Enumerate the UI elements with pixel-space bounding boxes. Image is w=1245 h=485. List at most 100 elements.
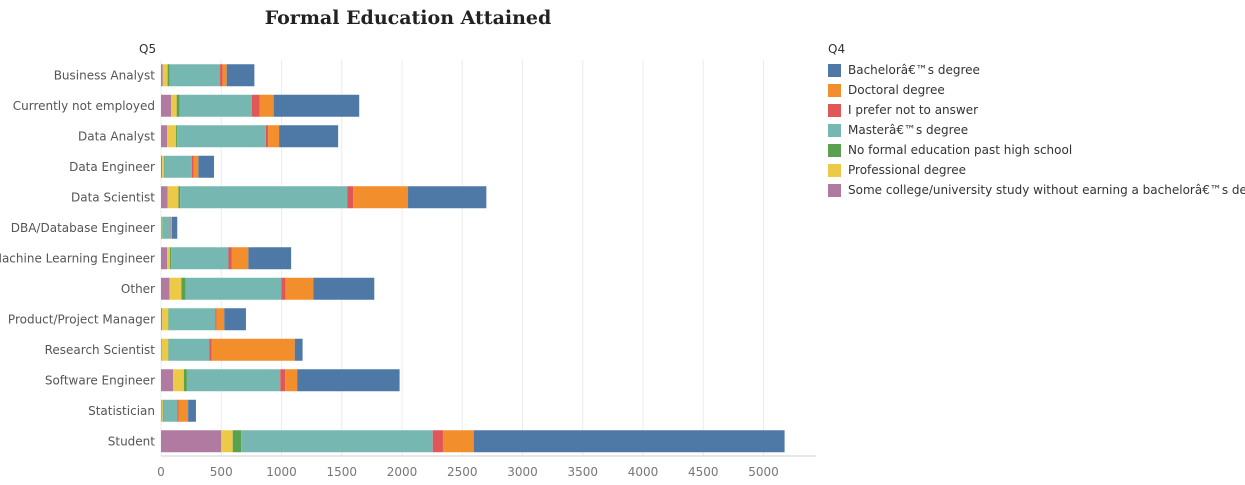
bar-segment[interactable]: [285, 277, 314, 300]
bar-segment[interactable]: [251, 94, 260, 117]
bar-segment[interactable]: [163, 399, 178, 422]
bar-segment[interactable]: [168, 308, 216, 331]
bar-segment[interactable]: [169, 64, 221, 87]
bar-segment[interactable]: [180, 186, 348, 209]
bar-segment[interactable]: [161, 399, 163, 422]
bar-segment[interactable]: [432, 430, 443, 453]
bar-segment[interactable]: [162, 155, 165, 178]
bar-segment[interactable]: [176, 94, 180, 117]
bar-segment[interactable]: [259, 94, 274, 117]
legend-item[interactable]: Masterâ€™s degree: [828, 120, 1245, 140]
bar-segment[interactable]: [280, 369, 286, 392]
bar-segment[interactable]: [162, 216, 163, 239]
bar-segment[interactable]: [171, 216, 172, 239]
bar-segment[interactable]: [241, 430, 433, 453]
bar-segment[interactable]: [181, 277, 186, 300]
bar-segment[interactable]: [161, 186, 168, 209]
bar-segment[interactable]: [173, 369, 184, 392]
bar-segment[interactable]: [162, 64, 168, 87]
bar-segment[interactable]: [167, 64, 170, 87]
legend-item[interactable]: Bachelorâ€™s degree: [828, 60, 1245, 80]
bar-segment[interactable]: [169, 277, 182, 300]
bar-segment[interactable]: [279, 125, 339, 148]
bar-segment[interactable]: [168, 308, 169, 331]
bar-segment[interactable]: [161, 277, 170, 300]
bar-segment[interactable]: [211, 338, 295, 361]
bar-segment[interactable]: [162, 216, 171, 239]
bar-segment[interactable]: [177, 125, 266, 148]
bar-segment[interactable]: [281, 277, 286, 300]
bar-segment[interactable]: [161, 247, 168, 270]
bar-segment[interactable]: [179, 94, 252, 117]
bar-segment[interactable]: [162, 399, 164, 422]
bar-segment[interactable]: [228, 247, 232, 270]
bar-segment[interactable]: [285, 369, 298, 392]
bar-segment[interactable]: [231, 247, 249, 270]
bar-segment[interactable]: [177, 399, 179, 422]
bar-segment[interactable]: [408, 186, 487, 209]
bar-segment[interactable]: [353, 186, 409, 209]
bar-segment[interactable]: [313, 277, 375, 300]
bar-segment[interactable]: [273, 94, 360, 117]
legend-item[interactable]: Some college/university study without ea…: [828, 180, 1245, 200]
x-tick-label: 2500: [447, 465, 478, 479]
legend-item[interactable]: No formal education past high school: [828, 140, 1245, 160]
bar-segment[interactable]: [161, 216, 162, 239]
bar-segment[interactable]: [186, 369, 281, 392]
bar-segment[interactable]: [473, 430, 785, 453]
bar-segment[interactable]: [188, 399, 196, 422]
bar-segment[interactable]: [347, 186, 354, 209]
bar-segment[interactable]: [226, 64, 255, 87]
bar-segment[interactable]: [168, 338, 210, 361]
legend-item[interactable]: I prefer not to answer: [828, 100, 1245, 120]
bar-segment[interactable]: [161, 155, 163, 178]
bar-segment[interactable]: [294, 338, 303, 361]
bar-segment[interactable]: [164, 155, 165, 178]
bar-segment[interactable]: [167, 247, 171, 270]
legend-item[interactable]: Professional degree: [828, 160, 1245, 180]
bar-segment[interactable]: [220, 64, 223, 87]
bar-segment[interactable]: [183, 369, 187, 392]
bar-segment[interactable]: [222, 64, 227, 87]
bar-segment[interactable]: [176, 125, 178, 148]
bar-segment[interactable]: [442, 430, 474, 453]
bar-segment[interactable]: [209, 338, 212, 361]
bar-segment[interactable]: [170, 247, 172, 270]
bar-segment[interactable]: [167, 186, 179, 209]
bar-segment[interactable]: [170, 216, 172, 239]
bar-segment[interactable]: [161, 216, 163, 239]
bar-segment[interactable]: [297, 369, 400, 392]
bar-segment[interactable]: [168, 338, 169, 361]
bar-segment[interactable]: [221, 430, 233, 453]
bar-segment[interactable]: [167, 125, 177, 148]
bar-segment[interactable]: [232, 430, 242, 453]
bar-segment[interactable]: [161, 125, 168, 148]
bar-segment[interactable]: [161, 94, 172, 117]
legend-item[interactable]: Doctoral degree: [828, 80, 1245, 100]
bar-segment[interactable]: [161, 338, 169, 361]
bar-segment[interactable]: [265, 125, 269, 148]
bar-segment[interactable]: [193, 155, 199, 178]
bar-segment[interactable]: [161, 369, 174, 392]
bar-segment[interactable]: [224, 308, 246, 331]
bar-segment[interactable]: [216, 308, 225, 331]
bar-segment[interactable]: [191, 155, 194, 178]
bar-segment[interactable]: [162, 308, 169, 331]
bar-segment[interactable]: [161, 308, 163, 331]
bar-segment[interactable]: [164, 155, 192, 178]
bar-segment[interactable]: [198, 155, 215, 178]
bar-segment[interactable]: [178, 399, 189, 422]
bar-segment[interactable]: [248, 247, 292, 270]
bar-segment[interactable]: [161, 64, 163, 87]
bar-segment[interactable]: [178, 186, 181, 209]
bar-segment[interactable]: [171, 247, 229, 270]
bar-segment[interactable]: [215, 308, 217, 331]
bar-segment[interactable]: [171, 216, 178, 239]
bar-segment[interactable]: [185, 277, 282, 300]
bar-segment[interactable]: [161, 338, 162, 361]
bar-segment[interactable]: [171, 94, 177, 117]
bar-segment[interactable]: [268, 125, 280, 148]
bar-segment[interactable]: [161, 430, 222, 453]
x-tick-label: 2000: [387, 465, 418, 479]
bar-segment[interactable]: [161, 399, 162, 422]
